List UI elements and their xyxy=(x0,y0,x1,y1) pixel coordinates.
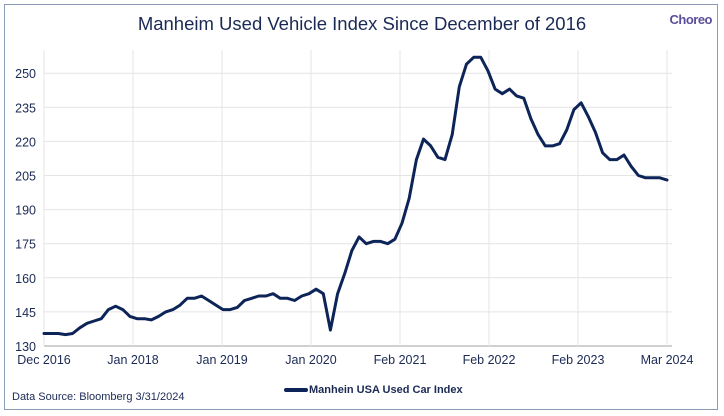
y-tick-label: 190 xyxy=(15,204,36,218)
y-tick-label: 145 xyxy=(15,306,36,320)
y-tick-label: 205 xyxy=(15,170,36,184)
y-tick-label: 160 xyxy=(15,272,36,286)
y-tick-label: 220 xyxy=(15,135,36,149)
legend-label: Manhein USA Used Car Index xyxy=(309,384,463,396)
choreo-logo: Choreo xyxy=(669,12,713,27)
x-tick-label: Dec 2016 xyxy=(17,353,71,367)
x-tick-label: Feb 2022 xyxy=(463,353,516,367)
y-tick-label: 130 xyxy=(15,340,36,354)
legend: Manhein USA Used Car Index xyxy=(284,384,463,396)
chart-frame xyxy=(4,4,718,410)
chart-title: Manheim Used Vehicle Index Since Decembe… xyxy=(137,13,587,34)
y-tick-label: 235 xyxy=(15,101,36,115)
x-tick-label: Feb 2023 xyxy=(552,353,605,367)
x-tick-label: Mar 2024 xyxy=(641,353,694,367)
x-tick-label: Jan 2019 xyxy=(196,353,247,367)
y-tick-label: 250 xyxy=(15,67,36,81)
x-tick-label: Jan 2018 xyxy=(107,353,158,367)
data-source: Data Source: Bloomberg 3/31/2024 xyxy=(12,391,185,403)
x-tick-label: Feb 2021 xyxy=(374,353,427,367)
y-tick-label: 175 xyxy=(15,238,36,252)
x-tick-label: Jan 2020 xyxy=(285,353,336,367)
series-line-manheim-index xyxy=(42,55,669,337)
legend-swatch xyxy=(284,388,308,392)
